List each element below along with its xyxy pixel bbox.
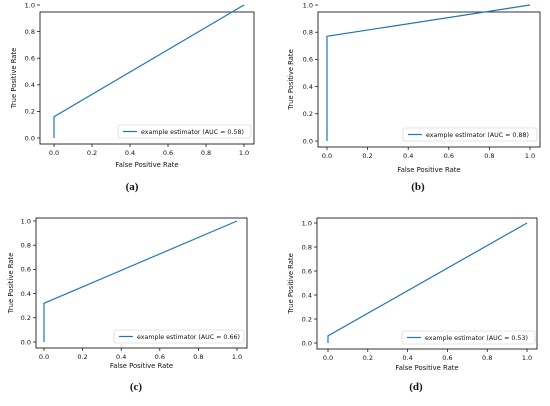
y-tick-label: 0.8 [21, 242, 31, 250]
y-tick-label: 0.6 [302, 267, 312, 275]
roc-panel: 0.0 0.2 0.4 0.6 0.8 1.0 0.0 0.2 0.4 0.6 0.8 1.0 Fals… [10, 1, 255, 193]
x-tick-label: 0.0 [49, 149, 59, 157]
y-tick-label: 0.6 [25, 55, 35, 63]
panel-label: (b) [411, 181, 425, 193]
roc-panel: 0.0 0.2 0.4 0.6 0.8 1.0 0.0 0.2 0.4 0.6 0.8 1.0 Fals… [7, 217, 248, 393]
plot-frame [39, 11, 255, 145]
panel-label: (a) [126, 181, 139, 193]
y-tick-label: 0.8 [302, 243, 312, 251]
x-tick-label: 0.0 [322, 152, 332, 160]
x-tick-label: 0.2 [87, 149, 97, 157]
panel-label: (c) [130, 381, 143, 393]
x-axis-label: False Positive Rate [110, 362, 173, 370]
y-tick-label: 0.4 [302, 291, 312, 299]
x-tick-label: 0.6 [442, 354, 452, 362]
x-tick-label: 0.8 [193, 353, 203, 361]
y-tick-label: 0.0 [303, 137, 313, 145]
plot-frame [317, 11, 541, 148]
plot-frame [35, 217, 248, 349]
y-tick-label: 0.0 [25, 134, 35, 142]
y-axis-label: True Positive Rate [287, 253, 295, 315]
legend-label: example estimator (AUC = 0.58) [141, 129, 244, 136]
roc-curve [53, 4, 245, 138]
roc-panel: 0.0 0.2 0.4 0.6 0.8 1.0 0.0 0.2 0.4 0.6 0.8 1.0 Fals… [287, 1, 541, 193]
x-tick-label: 0.8 [484, 152, 494, 160]
y-tick-label: 1.0 [302, 219, 312, 227]
x-tick-label: 0.0 [323, 354, 333, 362]
y-tick-label: 0.4 [25, 81, 35, 89]
x-tick-label: 0.8 [201, 149, 211, 157]
x-tick-label: 0.4 [116, 353, 126, 361]
y-tick-label: 1.0 [21, 217, 31, 225]
x-axis-label: False Positive Rate [395, 364, 458, 372]
roc-curve [326, 4, 531, 141]
y-tick-label: 0.8 [25, 28, 35, 36]
y-tick-label: 0.2 [303, 110, 313, 118]
legend-label: example estimator (AUC = 0.53) [425, 335, 528, 342]
roc-curve [327, 222, 528, 343]
x-tick-label: 0.2 [363, 354, 373, 362]
x-tick-label: 0.2 [77, 353, 87, 361]
roc-panel: 0.0 0.2 0.4 0.6 0.8 1.0 0.0 0.2 0.4 0.6 0.8 1.0 Fals… [287, 217, 538, 393]
y-tick-label: 1.0 [25, 1, 35, 9]
y-tick-label: 0.2 [25, 108, 35, 116]
legend-box [401, 330, 536, 345]
plot-frame [316, 217, 538, 350]
x-tick-label: 0.2 [362, 152, 372, 160]
y-tick-label: 0.0 [21, 338, 31, 346]
y-tick-label: 0.2 [302, 315, 312, 323]
roc-curve [43, 220, 238, 342]
legend: example estimator (AUC = 0.66) [113, 329, 245, 344]
x-tick-label: 0.4 [403, 152, 413, 160]
y-tick-label: 0.4 [21, 290, 31, 298]
y-tick-label: 0.6 [303, 56, 313, 64]
x-tick-label: 0.0 [39, 353, 49, 361]
legend-label: example estimator (AUC = 0.88) [426, 132, 529, 139]
y-tick-label: 0.0 [302, 339, 312, 347]
y-tick-label: 0.4 [303, 83, 313, 91]
legend-box [113, 329, 245, 344]
legend-label: example estimator (AUC = 0.66) [137, 334, 240, 341]
y-tick-label: 0.6 [21, 266, 31, 274]
x-tick-label: 0.4 [125, 149, 135, 157]
x-tick-label: 0.4 [402, 354, 412, 362]
y-axis-label: True Positive Rate [7, 253, 15, 315]
x-tick-label: 1.0 [522, 354, 532, 362]
x-tick-label: 1.0 [525, 152, 535, 160]
y-axis-label: True Positive Rate [287, 49, 295, 111]
x-tick-label: 0.6 [163, 149, 173, 157]
y-tick-label: 1.0 [303, 1, 313, 9]
legend-box [117, 124, 252, 139]
legend: example estimator (AUC = 0.88) [402, 127, 538, 142]
legend: example estimator (AUC = 0.53) [401, 330, 536, 345]
x-axis-label: False Positive Rate [115, 161, 178, 169]
x-tick-label: 0.6 [155, 353, 165, 361]
legend-box [402, 127, 538, 142]
y-tick-label: 0.2 [21, 314, 31, 322]
panel-label: (d) [409, 381, 423, 393]
x-tick-label: 1.0 [232, 353, 242, 361]
x-tick-label: 0.6 [444, 152, 454, 160]
x-axis-label: False Positive Rate [397, 166, 460, 174]
y-axis-label: True Positive Rate [10, 48, 18, 110]
x-tick-label: 1.0 [239, 149, 249, 157]
y-tick-label: 0.8 [303, 29, 313, 37]
legend: example estimator (AUC = 0.58) [117, 124, 252, 139]
x-tick-label: 0.8 [482, 354, 492, 362]
